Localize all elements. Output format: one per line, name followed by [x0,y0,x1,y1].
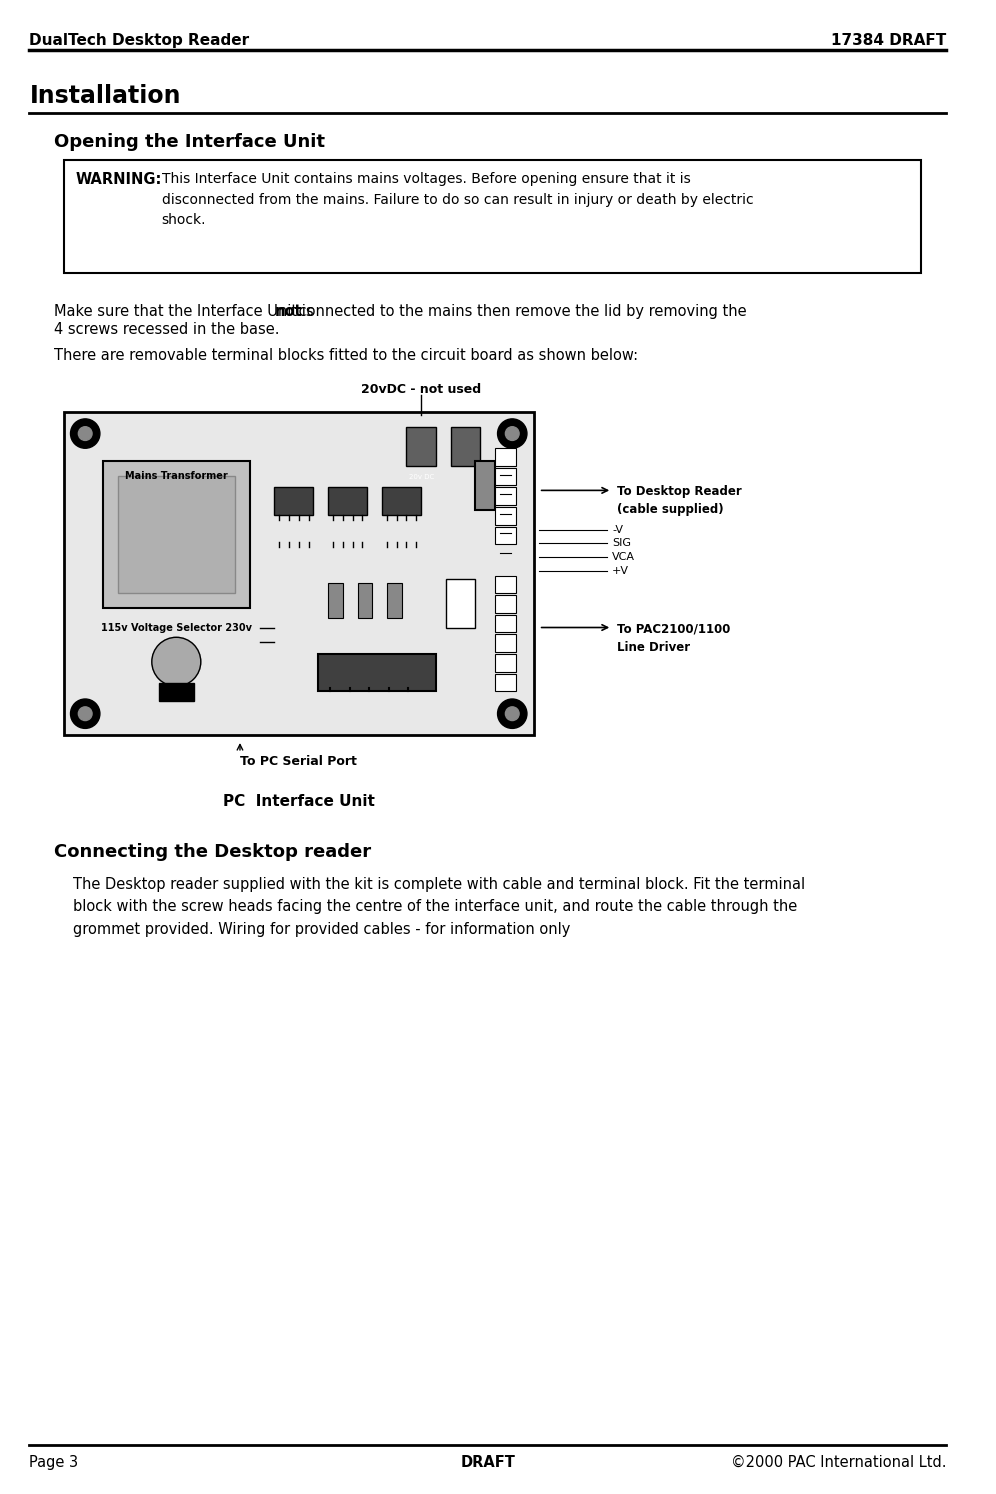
FancyBboxPatch shape [386,584,401,617]
Text: Page 3: Page 3 [30,1455,79,1470]
FancyBboxPatch shape [495,614,516,632]
Text: -V: -V [613,524,623,535]
Text: Connecting the Desktop reader: Connecting the Desktop reader [54,843,371,861]
Text: VCA: VCA [613,553,635,562]
Text: Make sure that the Interface Unit is: Make sure that the Interface Unit is [54,305,318,320]
Circle shape [498,699,527,729]
FancyBboxPatch shape [495,487,516,505]
FancyBboxPatch shape [450,427,480,466]
Circle shape [71,418,100,448]
FancyBboxPatch shape [64,412,534,735]
Text: 4 screws recessed in the base.: 4 screws recessed in the base. [54,321,279,338]
Circle shape [79,427,92,441]
FancyBboxPatch shape [118,475,235,593]
Text: DualTech Desktop Reader: DualTech Desktop Reader [30,33,250,48]
FancyBboxPatch shape [319,654,436,692]
Text: DRAFT: DRAFT [460,1455,515,1470]
Text: To PC Serial Port: To PC Serial Port [240,754,358,768]
Text: 115v Voltage Selector 230v: 115v Voltage Selector 230v [101,623,252,632]
Text: To Desktop Reader
(cable supplied): To Desktop Reader (cable supplied) [618,486,742,517]
Text: not: not [275,305,303,320]
Text: +V: +V [613,566,629,575]
Text: This Interface Unit contains mains voltages. Before opening ensure that it is
di: This Interface Unit contains mains volta… [161,172,753,227]
Text: To PAC2100/1100
Line Driver: To PAC2100/1100 Line Driver [618,623,730,653]
Circle shape [79,707,92,720]
FancyBboxPatch shape [103,462,250,608]
FancyBboxPatch shape [328,487,368,515]
Text: 17384 DRAFT: 17384 DRAFT [831,33,946,48]
Polygon shape [475,462,495,509]
Circle shape [151,638,201,686]
FancyBboxPatch shape [495,526,516,544]
Text: Opening the Interface Unit: Opening the Interface Unit [54,133,325,151]
Text: connected to the mains then remove the lid by removing the: connected to the mains then remove the l… [294,305,747,320]
FancyBboxPatch shape [406,427,436,466]
Circle shape [498,418,527,448]
FancyBboxPatch shape [495,468,516,486]
Text: 20v DC: 20v DC [408,474,434,480]
FancyBboxPatch shape [382,487,421,515]
Text: ©2000 PAC International Ltd.: ©2000 PAC International Ltd. [731,1455,946,1470]
FancyBboxPatch shape [495,635,516,651]
FancyBboxPatch shape [495,674,516,692]
Text: 20vDC - not used: 20vDC - not used [362,382,481,396]
Circle shape [505,707,519,720]
Text: Installation: Installation [30,84,181,108]
FancyBboxPatch shape [495,448,516,466]
FancyBboxPatch shape [158,683,194,701]
Text: Mains Transformer: Mains Transformer [124,471,228,481]
FancyBboxPatch shape [274,487,314,515]
Text: PC  Interface Unit: PC Interface Unit [223,793,374,810]
FancyBboxPatch shape [64,160,920,273]
Text: There are removable terminal blocks fitted to the circuit board as shown below:: There are removable terminal blocks fitt… [54,348,638,363]
Text: The Desktop reader supplied with the kit is complete with cable and terminal blo: The Desktop reader supplied with the kit… [74,877,806,937]
Circle shape [71,699,100,729]
FancyBboxPatch shape [495,595,516,613]
Text: SIG: SIG [613,538,631,548]
Text: WARNING:: WARNING: [76,172,161,187]
Circle shape [505,427,519,441]
FancyBboxPatch shape [495,654,516,672]
FancyBboxPatch shape [495,575,516,593]
FancyBboxPatch shape [495,506,516,524]
FancyBboxPatch shape [328,584,343,617]
FancyBboxPatch shape [445,578,475,627]
FancyBboxPatch shape [358,584,373,617]
